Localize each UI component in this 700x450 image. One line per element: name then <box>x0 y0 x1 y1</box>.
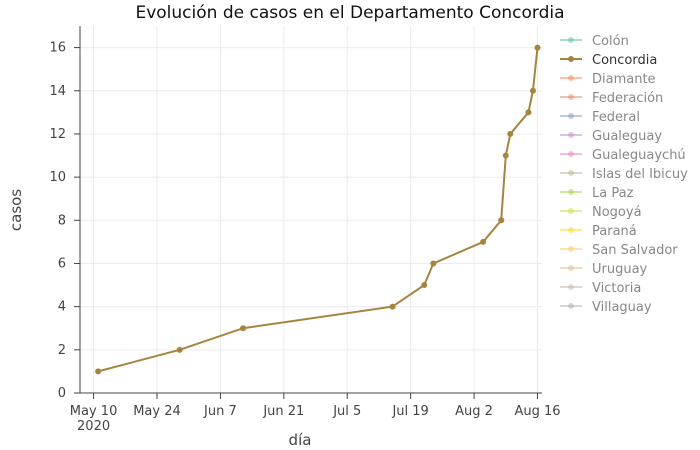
data-point[interactable] <box>507 130 514 137</box>
x-axis-title: día <box>289 431 312 449</box>
legend-item[interactable]: Paraná <box>560 224 637 239</box>
legend-item[interactable]: Concordia <box>560 53 657 68</box>
legend-item[interactable]: Nogoyá <box>560 205 642 220</box>
legend-swatch-marker <box>568 284 574 290</box>
data-point[interactable] <box>534 44 541 51</box>
data-point[interactable] <box>389 303 396 310</box>
series-line-concordia <box>97 47 539 373</box>
plot-area[interactable] <box>95 44 541 375</box>
x-tick-label: Jul 19 <box>391 404 428 419</box>
y-tick-label: 4 <box>58 300 66 315</box>
legend-swatch-marker <box>568 37 574 43</box>
y-tick-label: 16 <box>49 41 66 56</box>
legend-label: La Paz <box>592 186 634 201</box>
legend-label: Victoria <box>592 281 641 296</box>
legend-item[interactable]: La Paz <box>560 186 634 201</box>
legend-item[interactable]: Colón <box>560 34 629 49</box>
y-tick-label: 8 <box>58 213 66 228</box>
y-tick-label: 10 <box>49 170 66 185</box>
legend-swatch-marker <box>568 94 574 100</box>
legend-swatch-marker <box>568 151 574 157</box>
legend-swatch-marker <box>568 265 574 271</box>
legend-swatch-marker <box>568 246 574 252</box>
data-point[interactable] <box>421 282 428 289</box>
legend-item[interactable]: Federal <box>560 110 640 125</box>
data-point[interactable] <box>529 87 536 94</box>
legend-label: Uruguay <box>592 262 648 277</box>
legend-item[interactable]: Uruguay <box>560 262 648 277</box>
legend-label: Federal <box>592 110 640 125</box>
legend-label: San Salvador <box>592 243 678 258</box>
x-tick-sublabel: 2020 <box>77 419 110 434</box>
legend-swatch-marker <box>568 132 574 138</box>
legend-label: Villaguay <box>592 300 652 315</box>
data-point[interactable] <box>502 152 509 159</box>
legend-item[interactable]: Islas del Ibicuy <box>560 167 688 182</box>
legend-swatch-marker <box>568 56 574 62</box>
data-point[interactable] <box>95 368 102 375</box>
legend-label: Gualeguay <box>592 129 662 144</box>
legend-item[interactable]: Villaguay <box>560 300 652 315</box>
x-tick-label: May 24 <box>133 404 181 419</box>
chart-title: Evolución de casos en el Departamento Co… <box>135 3 564 23</box>
legend-label: Concordia <box>592 53 657 68</box>
y-tick-label: 0 <box>58 386 66 401</box>
legend-item[interactable]: Gualeguaychú <box>560 148 686 163</box>
x-tick-label: Jun 7 <box>203 404 237 419</box>
legend-item[interactable]: Gualeguay <box>560 129 662 144</box>
legend-swatch-marker <box>568 303 574 309</box>
x-tick-label: May 10 <box>70 404 118 419</box>
legend-item[interactable]: Victoria <box>560 281 641 296</box>
y-tick-label: 6 <box>58 256 66 271</box>
legend-item[interactable]: Federación <box>560 91 663 106</box>
y-tick-label: 12 <box>49 127 66 142</box>
legend-item[interactable]: San Salvador <box>560 243 678 258</box>
data-point[interactable] <box>240 325 247 332</box>
x-tick-label: Jun 21 <box>262 404 304 419</box>
data-point[interactable] <box>176 346 183 353</box>
data-point[interactable] <box>430 260 437 267</box>
legend-swatch-marker <box>568 113 574 119</box>
legend-label: Islas del Ibicuy <box>592 167 688 182</box>
legend-label: Federación <box>592 91 663 106</box>
grid <box>80 26 542 394</box>
x-tick-label: Aug 2 <box>455 404 493 419</box>
legend-swatch-marker <box>568 208 574 214</box>
y-tick-label: 2 <box>58 343 66 358</box>
legend-label: Paraná <box>592 224 637 239</box>
legend-item[interactable]: Diamante <box>560 72 656 87</box>
legend-swatch-marker <box>568 75 574 81</box>
x-tick-label: Aug 16 <box>514 404 560 419</box>
legend-label: Nogoyá <box>592 205 642 220</box>
legend-swatch-marker <box>568 189 574 195</box>
legend[interactable]: Colón Concordia Diamante Federación Federal G… <box>560 34 688 315</box>
legend-label: Diamante <box>592 72 656 87</box>
data-point[interactable] <box>480 238 487 245</box>
data-point[interactable] <box>525 109 532 116</box>
legend-swatch-marker <box>568 170 574 176</box>
legend-label: Gualeguaychú <box>592 148 686 163</box>
legend-label: Colón <box>592 34 629 49</box>
legend-swatch-marker <box>568 227 574 233</box>
x-tick-label: Jul 5 <box>332 404 361 419</box>
data-point[interactable] <box>498 217 505 224</box>
y-tick-label: 14 <box>49 84 66 99</box>
y-axis-title: casos <box>7 189 25 231</box>
